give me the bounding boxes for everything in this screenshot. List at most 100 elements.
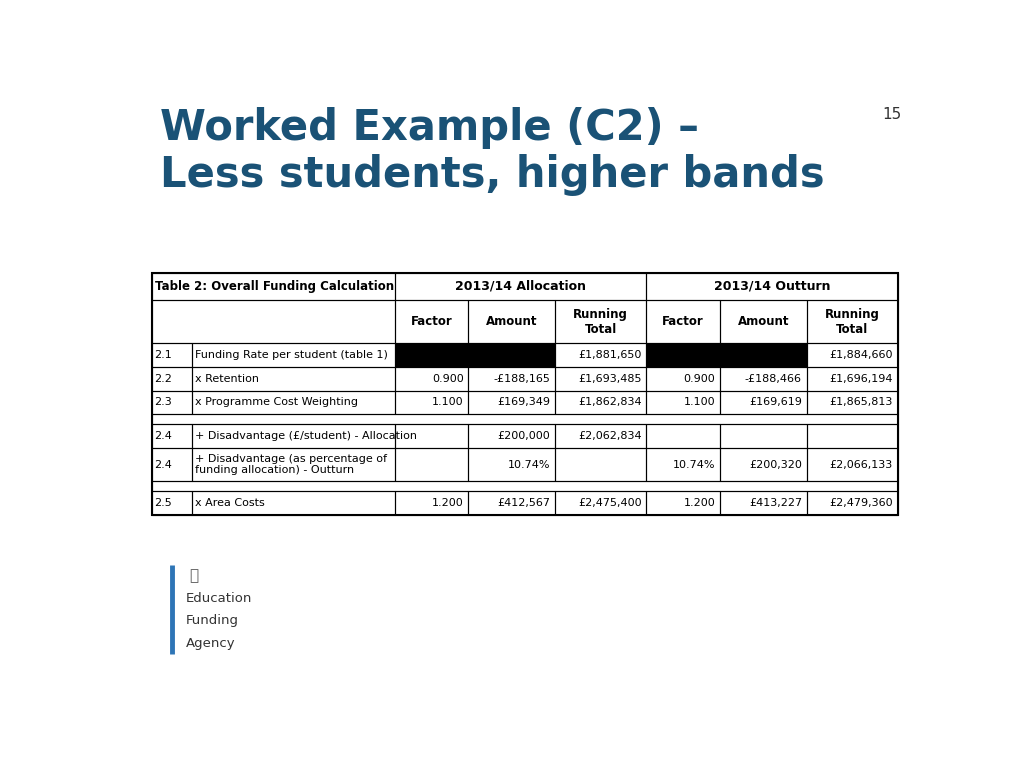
- Bar: [646, 300, 720, 343]
- Bar: [720, 300, 807, 343]
- Text: Amount: Amount: [737, 315, 790, 328]
- Bar: [394, 492, 468, 515]
- Bar: [152, 273, 394, 300]
- Text: Table 2: Overall Funding Calculation: Table 2: Overall Funding Calculation: [155, 280, 394, 293]
- Text: -£188,466: -£188,466: [744, 374, 802, 384]
- Text: £2,475,400: £2,475,400: [578, 498, 641, 508]
- Text: 2.3: 2.3: [155, 398, 172, 408]
- Bar: [555, 448, 646, 482]
- Text: 1.100: 1.100: [684, 398, 715, 408]
- Bar: [468, 300, 555, 343]
- Bar: [555, 391, 646, 414]
- Bar: [555, 300, 646, 343]
- Text: £2,479,360: £2,479,360: [829, 498, 893, 508]
- Text: £200,000: £200,000: [498, 431, 550, 441]
- Bar: [191, 424, 394, 448]
- Text: 2013/14 Outturn: 2013/14 Outturn: [714, 280, 830, 293]
- Text: 1.200: 1.200: [683, 498, 715, 508]
- Bar: [152, 448, 191, 482]
- Bar: [720, 343, 807, 367]
- Bar: [555, 424, 646, 448]
- Bar: [807, 367, 898, 391]
- Bar: [646, 367, 720, 391]
- Text: Worked Example (C2) –: Worked Example (C2) –: [160, 107, 698, 149]
- Bar: [152, 343, 191, 367]
- Bar: [646, 448, 720, 482]
- Text: x Retention: x Retention: [195, 374, 259, 384]
- Bar: [807, 492, 898, 515]
- Bar: [152, 300, 394, 343]
- Bar: [468, 391, 555, 414]
- Text: 10.74%: 10.74%: [508, 459, 550, 469]
- Text: Amount: Amount: [486, 315, 538, 328]
- Text: £413,227: £413,227: [749, 498, 802, 508]
- Text: x Programme Cost Weighting: x Programme Cost Weighting: [195, 398, 357, 408]
- Bar: [807, 391, 898, 414]
- Text: £412,567: £412,567: [498, 498, 550, 508]
- Bar: [646, 343, 720, 367]
- Bar: [152, 367, 191, 391]
- Text: 1.200: 1.200: [432, 498, 464, 508]
- Bar: [646, 273, 898, 300]
- Text: 2.1: 2.1: [155, 350, 172, 360]
- Bar: [555, 492, 646, 515]
- Text: 2.5: 2.5: [155, 498, 172, 508]
- Text: + Disadvantage (as percentage of
funding allocation) - Outturn: + Disadvantage (as percentage of funding…: [195, 454, 387, 475]
- Text: -£188,165: -£188,165: [494, 374, 550, 384]
- Text: £1,862,834: £1,862,834: [578, 398, 641, 408]
- Bar: [720, 448, 807, 482]
- Text: 0.900: 0.900: [432, 374, 464, 384]
- Text: 2.2: 2.2: [155, 374, 172, 384]
- Bar: [468, 424, 555, 448]
- Bar: [807, 300, 898, 343]
- Text: £1,865,813: £1,865,813: [829, 398, 893, 408]
- Text: 15: 15: [883, 107, 902, 122]
- Text: £1,881,650: £1,881,650: [579, 350, 641, 360]
- Text: £169,349: £169,349: [498, 398, 550, 408]
- Bar: [152, 414, 898, 424]
- Text: £1,696,194: £1,696,194: [829, 374, 893, 384]
- Bar: [720, 492, 807, 515]
- Bar: [191, 492, 394, 515]
- Text: 2013/14 Allocation: 2013/14 Allocation: [455, 280, 586, 293]
- Bar: [191, 448, 394, 482]
- Bar: [720, 367, 807, 391]
- Bar: [191, 391, 394, 414]
- Text: Agency: Agency: [186, 637, 236, 650]
- Text: Running
Total: Running Total: [573, 308, 628, 336]
- Text: x Area Costs: x Area Costs: [195, 498, 264, 508]
- Bar: [394, 367, 468, 391]
- Bar: [191, 367, 394, 391]
- Text: Less students, higher bands: Less students, higher bands: [160, 154, 824, 197]
- Bar: [807, 424, 898, 448]
- Bar: [191, 343, 394, 367]
- Bar: [394, 424, 468, 448]
- Bar: [152, 482, 898, 492]
- Text: Funding: Funding: [186, 614, 239, 627]
- Text: £200,320: £200,320: [750, 459, 802, 469]
- Bar: [152, 424, 191, 448]
- Text: 10.74%: 10.74%: [673, 459, 715, 469]
- Bar: [394, 273, 646, 300]
- Text: Funding Rate per student (table 1): Funding Rate per student (table 1): [195, 350, 388, 360]
- Bar: [468, 367, 555, 391]
- Text: Factor: Factor: [663, 315, 703, 328]
- Bar: [394, 448, 468, 482]
- Text: £1,693,485: £1,693,485: [578, 374, 641, 384]
- Bar: [720, 424, 807, 448]
- Text: Factor: Factor: [411, 315, 453, 328]
- Bar: [555, 367, 646, 391]
- Text: 2.4: 2.4: [155, 431, 172, 441]
- Bar: [646, 492, 720, 515]
- Bar: [394, 300, 468, 343]
- Bar: [468, 448, 555, 482]
- Bar: [152, 391, 191, 414]
- Text: £2,066,133: £2,066,133: [829, 459, 893, 469]
- Bar: [394, 343, 468, 367]
- Bar: [807, 343, 898, 367]
- Bar: [468, 343, 555, 367]
- Text: 1.100: 1.100: [432, 398, 464, 408]
- Text: £169,619: £169,619: [750, 398, 802, 408]
- Text: 2.4: 2.4: [155, 459, 172, 469]
- Bar: [646, 424, 720, 448]
